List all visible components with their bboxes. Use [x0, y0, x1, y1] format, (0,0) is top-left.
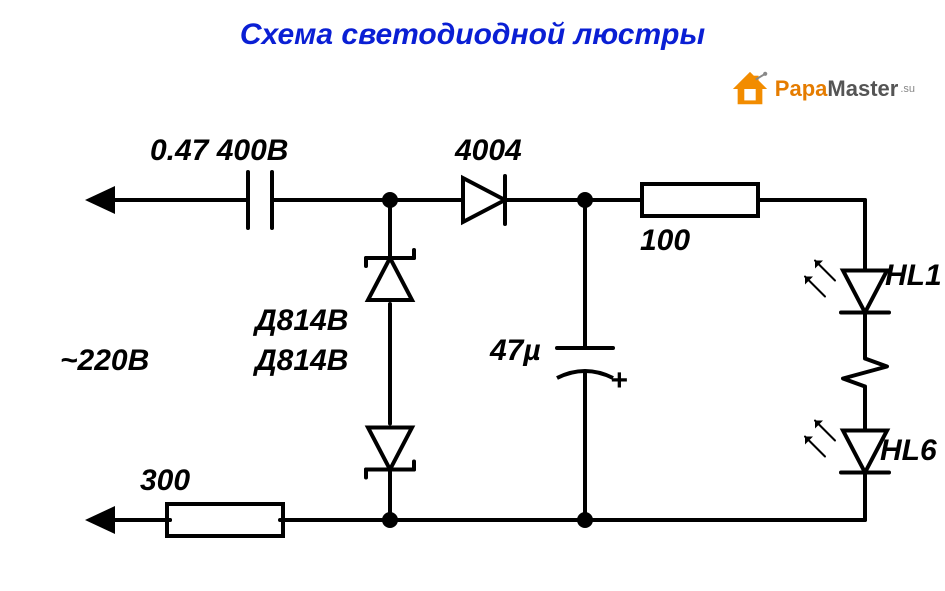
svg-text:HL6: HL6: [880, 434, 937, 467]
svg-text:47µ: 47µ: [489, 334, 541, 367]
svg-text:4004: 4004: [454, 134, 522, 167]
circuit-diagram: 0.47 400В 4004 100 HL1 HL6 Д814В Д814В ~220В 47µ…: [0, 60, 945, 591]
svg-text:100: 100: [640, 224, 690, 257]
svg-text:~220В: ~220В: [60, 344, 149, 377]
svg-text:Д814В: Д814В: [252, 344, 348, 377]
page-title: Схема светодиодной люстры: [0, 18, 945, 52]
svg-text:Д814В: Д814В: [252, 304, 348, 337]
svg-text:+: +: [610, 364, 628, 397]
svg-text:300: 300: [140, 464, 190, 497]
svg-text:HL1: HL1: [885, 259, 942, 292]
svg-text:0.47 400В: 0.47 400В: [150, 134, 288, 167]
